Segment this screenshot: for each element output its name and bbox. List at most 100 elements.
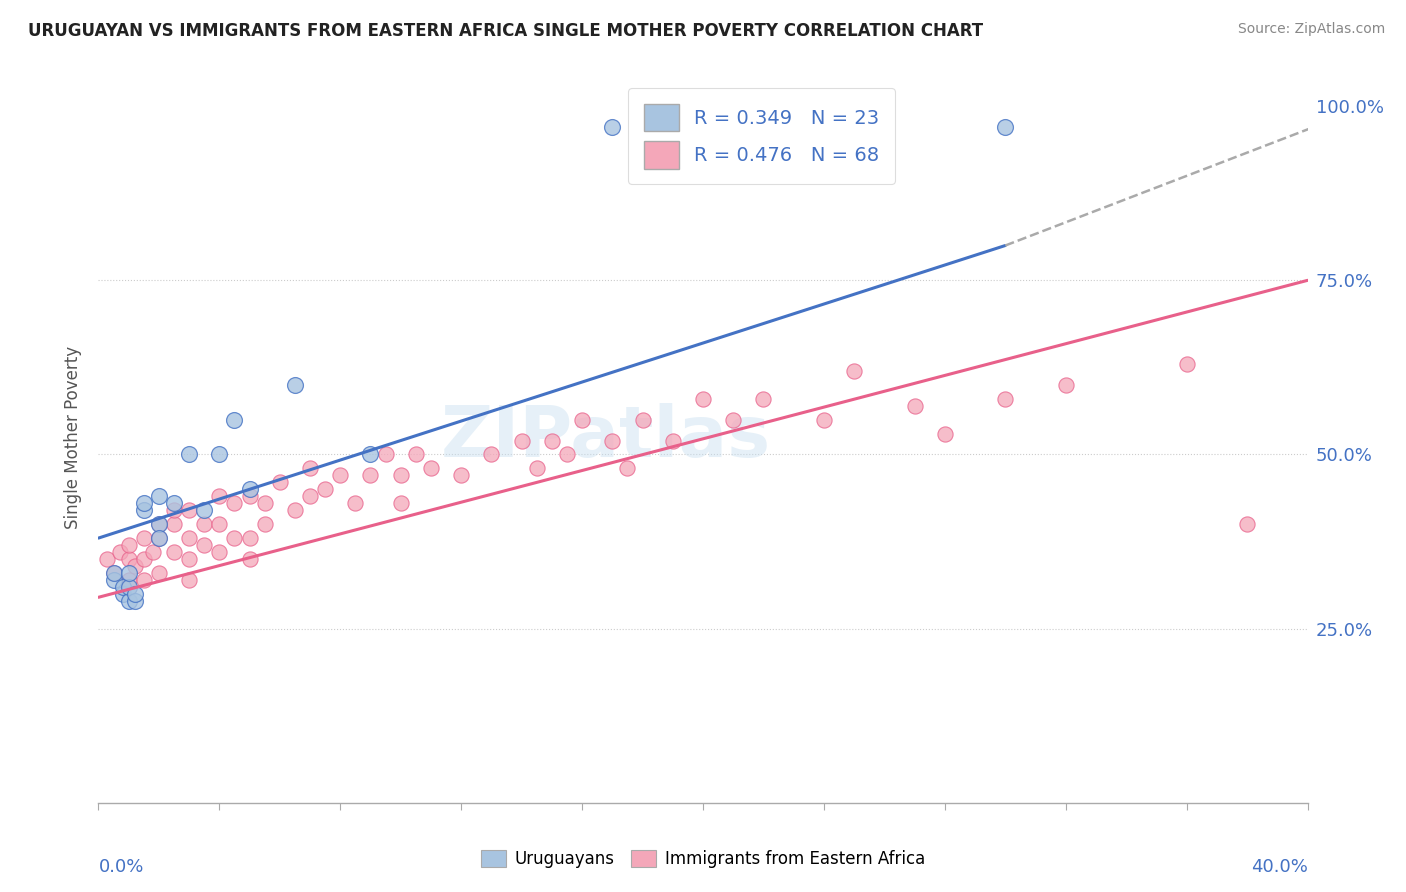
- Point: [148, 566, 170, 580]
- Point: [103, 566, 125, 580]
- Point: [692, 392, 714, 406]
- Point: [602, 120, 624, 134]
- Point: [389, 496, 412, 510]
- Point: [118, 552, 141, 566]
- Point: [510, 434, 533, 448]
- Point: [284, 377, 307, 392]
- Point: [118, 538, 141, 552]
- Point: [118, 580, 141, 594]
- Legend: R = 0.349   N = 23, R = 0.476   N = 68: R = 0.349 N = 23, R = 0.476 N = 68: [628, 88, 894, 185]
- Point: [631, 412, 654, 426]
- Text: URUGUAYAN VS IMMIGRANTS FROM EASTERN AFRICA SINGLE MOTHER POVERTY CORRELATION CH: URUGUAYAN VS IMMIGRANTS FROM EASTERN AFR…: [28, 22, 983, 40]
- Point: [752, 392, 775, 406]
- Point: [108, 545, 131, 559]
- Point: [526, 461, 548, 475]
- Point: [163, 503, 186, 517]
- Point: [132, 503, 155, 517]
- Point: [132, 552, 155, 566]
- Point: [179, 448, 201, 462]
- Point: [405, 448, 427, 462]
- Point: [239, 531, 262, 545]
- Point: [284, 503, 307, 517]
- Point: [239, 489, 262, 503]
- Point: [374, 448, 396, 462]
- Point: [994, 392, 1017, 406]
- Point: [1175, 357, 1198, 371]
- Point: [132, 496, 155, 510]
- Point: [193, 538, 215, 552]
- Point: [314, 483, 336, 497]
- Point: [103, 566, 125, 580]
- Point: [994, 120, 1017, 134]
- Point: [163, 545, 186, 559]
- Point: [934, 426, 956, 441]
- Point: [179, 552, 201, 566]
- Point: [208, 517, 231, 532]
- Point: [299, 461, 322, 475]
- Point: [148, 517, 170, 532]
- Point: [132, 531, 155, 545]
- Point: [344, 496, 367, 510]
- Point: [253, 496, 276, 510]
- Point: [179, 503, 201, 517]
- Point: [124, 587, 146, 601]
- Y-axis label: Single Mother Poverty: Single Mother Poverty: [65, 345, 83, 529]
- Point: [844, 364, 866, 378]
- Point: [148, 531, 170, 545]
- Point: [389, 468, 412, 483]
- Point: [142, 545, 165, 559]
- Point: [148, 531, 170, 545]
- Point: [208, 489, 231, 503]
- Point: [540, 434, 562, 448]
- Point: [813, 412, 835, 426]
- Point: [329, 468, 352, 483]
- Point: [269, 475, 291, 490]
- Point: [208, 448, 231, 462]
- Text: 0.0%: 0.0%: [98, 858, 143, 876]
- Point: [661, 434, 683, 448]
- Point: [124, 558, 146, 573]
- Point: [179, 531, 201, 545]
- Point: [555, 448, 578, 462]
- Point: [224, 531, 246, 545]
- Point: [602, 434, 624, 448]
- Point: [360, 468, 382, 483]
- Point: [299, 489, 322, 503]
- Point: [571, 412, 593, 426]
- Point: [253, 517, 276, 532]
- Text: Source: ZipAtlas.com: Source: ZipAtlas.com: [1237, 22, 1385, 37]
- Point: [420, 461, 443, 475]
- Point: [1054, 377, 1077, 392]
- Legend: Uruguayans, Immigrants from Eastern Africa: Uruguayans, Immigrants from Eastern Afri…: [475, 843, 931, 875]
- Point: [118, 566, 141, 580]
- Point: [1236, 517, 1258, 532]
- Point: [723, 412, 745, 426]
- Point: [193, 517, 215, 532]
- Point: [904, 399, 927, 413]
- Point: [450, 468, 472, 483]
- Point: [193, 503, 215, 517]
- Point: [118, 594, 141, 608]
- Point: [148, 489, 170, 503]
- Point: [179, 573, 201, 587]
- Text: ZIPatlas: ZIPatlas: [441, 402, 772, 472]
- Point: [111, 587, 134, 601]
- Point: [224, 412, 246, 426]
- Point: [103, 573, 125, 587]
- Point: [163, 517, 186, 532]
- Point: [96, 552, 118, 566]
- Point: [239, 552, 262, 566]
- Point: [208, 545, 231, 559]
- Point: [239, 483, 262, 497]
- Point: [148, 517, 170, 532]
- Point: [481, 448, 503, 462]
- Point: [118, 573, 141, 587]
- Point: [224, 496, 246, 510]
- Point: [163, 496, 186, 510]
- Text: 40.0%: 40.0%: [1251, 858, 1308, 876]
- Point: [132, 573, 155, 587]
- Point: [360, 448, 382, 462]
- Point: [616, 461, 638, 475]
- Point: [124, 594, 146, 608]
- Point: [111, 580, 134, 594]
